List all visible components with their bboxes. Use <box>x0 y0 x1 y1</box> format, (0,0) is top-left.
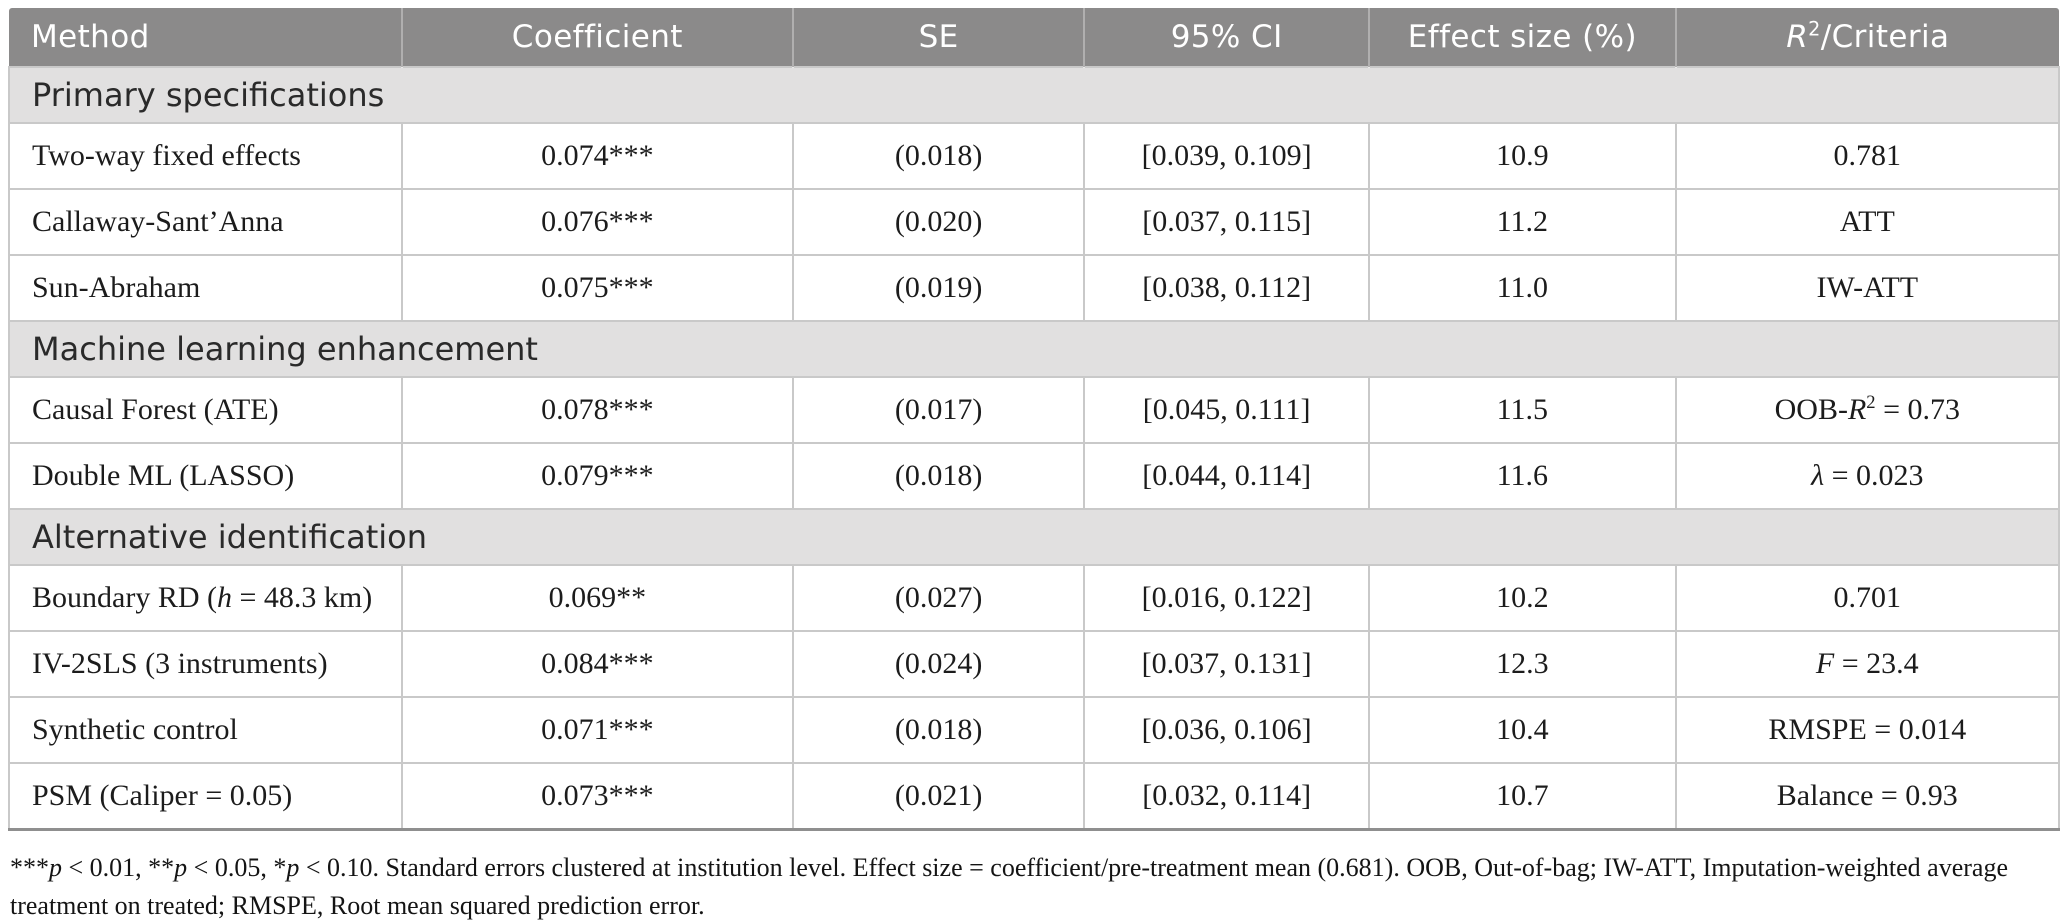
se-cell: (0.018) <box>792 123 1085 190</box>
ci-cell: [0.044, 0.114] <box>1083 443 1370 510</box>
table-row-sun-abraham: Sun-Abraham 0.075*** (0.019) [0.038, 0.1… <box>8 255 2061 322</box>
coefficient-cell: 0.071*** <box>400 697 794 764</box>
table-row-causal-forest: Causal Forest (ATE) 0.078*** (0.017) [0.… <box>8 377 2061 444</box>
effect-size-cell: 10.9 <box>1368 123 1676 190</box>
ci-cell: [0.037, 0.131] <box>1083 631 1370 698</box>
ci-cell: [0.032, 0.114] <box>1083 763 1370 831</box>
ci-cell: [0.016, 0.122] <box>1083 565 1370 632</box>
table-row-double-ml: Double ML (LASSO) 0.079*** (0.018) [0.04… <box>8 443 2061 510</box>
coefficient-cell: 0.079*** <box>400 443 794 510</box>
criteria-cell: OOB-R2 = 0.73 <box>1674 377 2061 444</box>
col-header-effect-size: Effect size (%) <box>1368 8 1676 67</box>
ci-cell: [0.039, 0.109] <box>1083 123 1370 190</box>
table-row-boundary-rd: Boundary RD (h = 48.3 km) 0.069** (0.027… <box>8 565 2061 632</box>
results-table: Method Coefficient SE 95% CI Effect size… <box>8 8 2061 831</box>
col-header-criteria: R2/Criteria <box>1674 8 2059 67</box>
table-row-twfe: Two-way fixed effects 0.074*** (0.018) [… <box>8 123 2061 190</box>
section-title: Machine learning enhancement <box>8 320 2060 378</box>
criteria-cell: Balance = 0.93 <box>1674 763 2061 831</box>
se-cell: (0.027) <box>792 565 1085 632</box>
col-header-method: Method <box>9 8 402 67</box>
coefficient-cell: 0.075*** <box>400 255 794 322</box>
se-cell: (0.017) <box>792 377 1085 444</box>
effect-size-cell: 10.4 <box>1368 697 1676 764</box>
method-cell: Synthetic control <box>8 697 402 764</box>
coefficient-cell: 0.069** <box>400 565 794 632</box>
coefficient-cell: 0.073*** <box>400 763 794 831</box>
coefficient-cell: 0.078*** <box>400 377 794 444</box>
method-cell: PSM (Caliper = 0.05) <box>8 763 402 831</box>
effect-size-cell: 11.0 <box>1368 255 1676 322</box>
effect-size-cell: 11.5 <box>1368 377 1676 444</box>
effect-size-cell: 10.7 <box>1368 763 1676 831</box>
se-cell: (0.020) <box>792 189 1085 256</box>
effect-size-cell: 10.2 <box>1368 565 1676 632</box>
method-cell: Causal Forest (ATE) <box>8 377 402 444</box>
se-cell: (0.024) <box>792 631 1085 698</box>
criteria-cell: 0.781 <box>1674 123 2061 190</box>
section-row-alternative-identification: Alternative identification <box>8 508 2060 566</box>
table-row-psm: PSM (Caliper = 0.05) 0.073*** (0.021) [0… <box>8 763 2061 831</box>
effect-size-cell: 11.2 <box>1368 189 1676 256</box>
criteria-cell: F = 23.4 <box>1674 631 2061 698</box>
header-row: Method Coefficient SE 95% CI Effect size… <box>9 8 2059 67</box>
criteria-cell: 0.701 <box>1674 565 2061 632</box>
table-row-iv-2sls: IV-2SLS (3 instruments) 0.084*** (0.024)… <box>8 631 2061 698</box>
method-cell: Boundary RD (h = 48.3 km) <box>8 565 402 632</box>
ci-cell: [0.045, 0.111] <box>1083 377 1370 444</box>
coefficient-cell: 0.074*** <box>400 123 794 190</box>
col-header-coefficient: Coefficient <box>400 8 794 67</box>
section-title: Alternative identification <box>8 508 2060 566</box>
method-cell: Double ML (LASSO) <box>8 443 402 510</box>
effect-size-cell: 11.6 <box>1368 443 1676 510</box>
col-header-ci: 95% CI <box>1083 8 1370 67</box>
table-row-synthetic-control: Synthetic control 0.071*** (0.018) [0.03… <box>8 697 2061 764</box>
method-cell: IV-2SLS (3 instruments) <box>8 631 402 698</box>
effect-size-cell: 12.3 <box>1368 631 1676 698</box>
results-table-wrap: Method Coefficient SE 95% CI Effect size… <box>8 8 2061 924</box>
se-cell: (0.018) <box>792 697 1085 764</box>
criteria-cell: RMSPE = 0.014 <box>1674 697 2061 764</box>
se-cell: (0.019) <box>792 255 1085 322</box>
criteria-cell: ATT <box>1674 189 2061 256</box>
ci-cell: [0.036, 0.106] <box>1083 697 1370 764</box>
se-cell: (0.021) <box>792 763 1085 831</box>
col-header-se: SE <box>792 8 1085 67</box>
ci-cell: [0.037, 0.115] <box>1083 189 1370 256</box>
criteria-cell: λ = 0.023 <box>1674 443 2061 510</box>
method-cell: Callaway-Sant’Anna <box>8 189 402 256</box>
table-footnote: ***p < 0.01, **p < 0.05, *p < 0.10. Stan… <box>10 853 2008 920</box>
se-cell: (0.018) <box>792 443 1085 510</box>
criteria-cell: IW-ATT <box>1674 255 2061 322</box>
coefficient-cell: 0.084*** <box>400 631 794 698</box>
section-title: Primary specifications <box>8 66 2060 124</box>
ci-cell: [0.038, 0.112] <box>1083 255 1370 322</box>
table-row-callaway-santanna: Callaway-Sant’Anna 0.076*** (0.020) [0.0… <box>8 189 2061 256</box>
section-row-primary-specifications: Primary specifications <box>8 66 2060 124</box>
coefficient-cell: 0.076*** <box>400 189 794 256</box>
section-row-machine-learning: Machine learning enhancement <box>8 320 2060 378</box>
method-cell: Two-way fixed effects <box>8 123 402 190</box>
method-cell: Sun-Abraham <box>8 255 402 322</box>
